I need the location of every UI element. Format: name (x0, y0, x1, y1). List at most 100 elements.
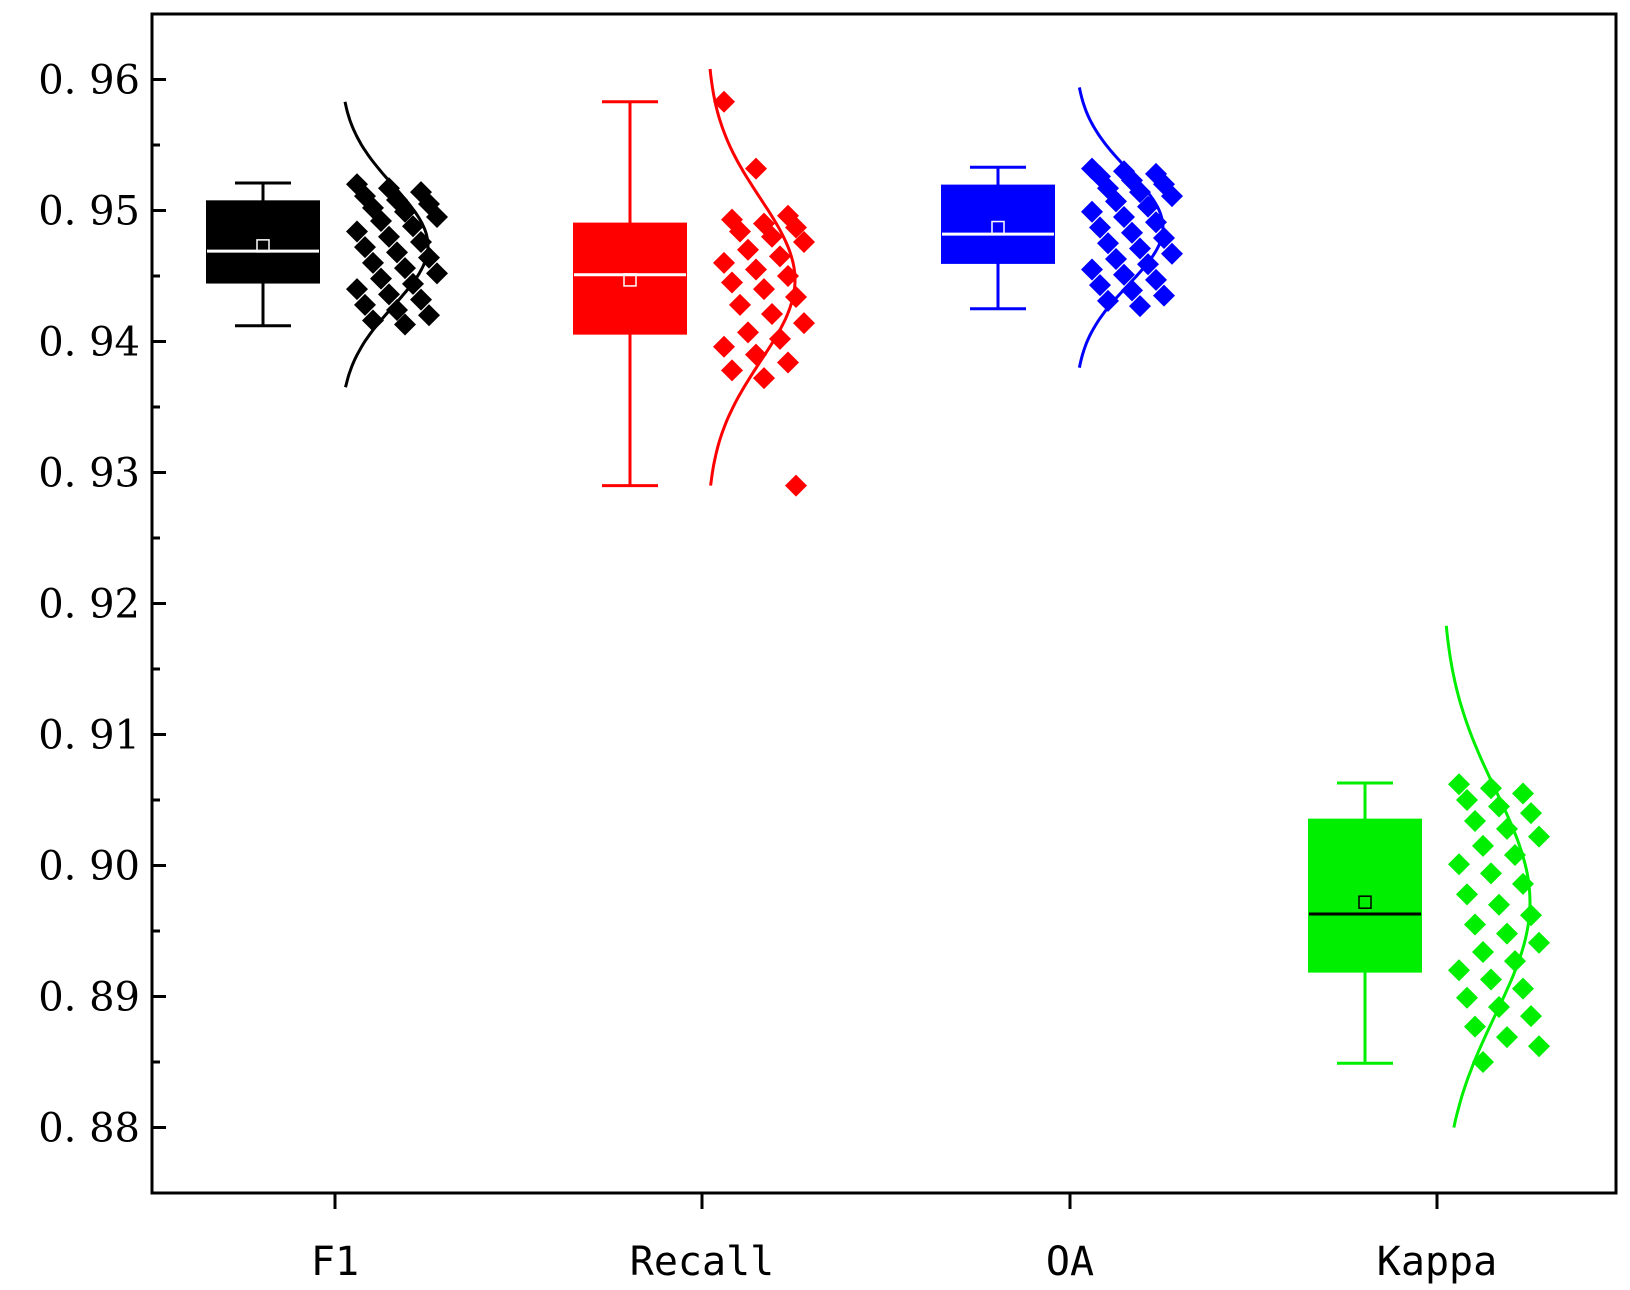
data-point (1528, 825, 1550, 848)
data-point (1496, 817, 1518, 840)
data-point (761, 302, 783, 325)
data-point (1129, 295, 1151, 318)
data-point (1480, 777, 1502, 800)
data-point (1129, 237, 1151, 260)
data-point (1161, 242, 1183, 265)
data-point (386, 299, 408, 322)
series-recall (573, 68, 815, 497)
data-point (729, 220, 751, 243)
iqr-box (941, 184, 1055, 264)
data-point (721, 271, 743, 294)
data-point (1105, 190, 1127, 213)
y-tick-label: 0. 92 (38, 582, 140, 628)
data-point (1512, 977, 1534, 1000)
data-point (745, 343, 767, 366)
data-point (378, 283, 400, 306)
data-point (426, 262, 448, 285)
data-point (354, 293, 376, 316)
data-point (1528, 1035, 1550, 1058)
data-points (1081, 157, 1183, 318)
data-point (1464, 1015, 1486, 1038)
data-point (785, 474, 807, 497)
data-point (1512, 782, 1534, 805)
data-point (1137, 195, 1159, 218)
y-tick-label: 0. 93 (38, 451, 140, 497)
data-point (362, 251, 384, 274)
data-point (1472, 940, 1494, 963)
data-point (713, 335, 735, 358)
data-point (402, 272, 424, 295)
y-tick-label: 0. 89 (38, 975, 140, 1021)
data-point (785, 285, 807, 308)
data-point (1488, 995, 1510, 1018)
mean-marker (623, 273, 637, 287)
data-point (1504, 950, 1526, 973)
data-point (1464, 913, 1486, 936)
data-point (1121, 221, 1143, 244)
category-label-oa: OA (1046, 1239, 1094, 1285)
data-point (1097, 232, 1119, 255)
data-point (1121, 279, 1143, 302)
data-point (753, 278, 775, 301)
y-tick-label: 0. 91 (38, 713, 140, 759)
data-point (1480, 968, 1502, 991)
data-point (1448, 853, 1470, 876)
data-point (729, 293, 751, 316)
data-point (394, 200, 416, 223)
data-point (713, 251, 735, 274)
data-point (737, 238, 759, 261)
data-point (1456, 789, 1478, 811)
category-label-kappa: Kappa (1377, 1239, 1497, 1285)
data-point (1153, 284, 1175, 307)
data-point (1528, 931, 1550, 954)
data-point (1448, 959, 1470, 982)
data-point (1472, 834, 1494, 857)
series-oa (941, 87, 1183, 368)
plot-frame (150, 12, 1618, 1195)
data-point (354, 236, 376, 259)
data-point (1512, 872, 1534, 895)
data-points (713, 90, 815, 497)
data-point (1145, 268, 1167, 291)
data-point (1520, 802, 1542, 825)
series-f1 (206, 101, 448, 388)
data-point (346, 278, 368, 301)
data-point (410, 230, 432, 253)
data-point (777, 265, 799, 287)
data-point (1496, 1026, 1518, 1049)
category-label-f1: F1 (311, 1239, 359, 1285)
data-point (721, 359, 743, 382)
data-point (1520, 1005, 1542, 1028)
data-point (1456, 883, 1478, 906)
distribution-curve (1077, 87, 1165, 368)
data-point (386, 241, 408, 264)
data-point (1105, 247, 1127, 270)
data-point (1464, 809, 1486, 832)
iqr-box (206, 200, 320, 284)
y-tick-label: 0. 90 (38, 844, 140, 890)
data-point (1472, 1051, 1494, 1073)
data-point (785, 216, 807, 239)
data-point (1089, 216, 1111, 239)
data-point (1137, 253, 1159, 276)
data-point (1488, 795, 1510, 818)
data-point (753, 367, 775, 390)
data-point (761, 225, 783, 248)
data-point (1488, 893, 1510, 916)
series-kappa (1308, 625, 1550, 1128)
data-point (1145, 211, 1167, 234)
series-layer (206, 68, 1550, 1128)
data-point (378, 225, 400, 248)
data-point (745, 258, 767, 281)
data-point (1113, 263, 1135, 286)
data-point (793, 230, 815, 253)
data-point (370, 209, 392, 232)
data-point (1129, 181, 1151, 204)
mean-marker (1358, 895, 1372, 909)
data-point (769, 245, 791, 268)
data-point (1161, 185, 1183, 208)
data-point (394, 313, 416, 336)
y-tick-label: 0. 94 (38, 320, 140, 366)
data-point (418, 304, 440, 327)
